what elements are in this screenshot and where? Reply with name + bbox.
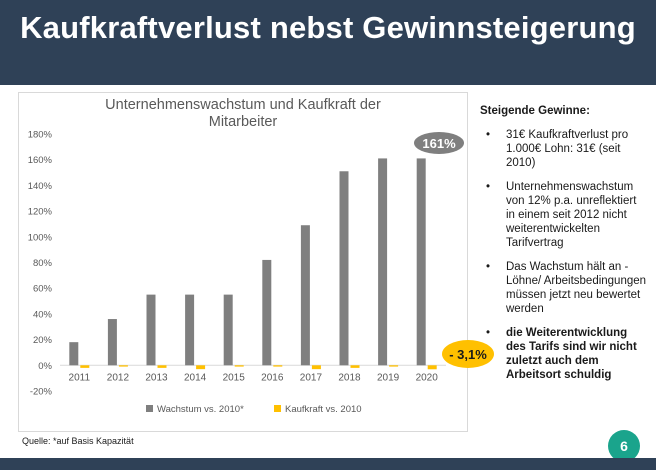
x-tick-label: 2013 xyxy=(145,372,168,383)
x-tick-label: 2018 xyxy=(338,372,361,383)
y-tick-label: 60% xyxy=(33,284,53,295)
x-tick-label: 2011 xyxy=(69,372,91,383)
bar-wachstum xyxy=(185,294,195,366)
legend-label: Kaufkraft vs. 2010 xyxy=(285,404,362,415)
bullet-icon: • xyxy=(486,327,491,339)
legend-swatch xyxy=(146,405,153,412)
x-tick-label: 2015 xyxy=(223,372,246,383)
y-tick-label: 180% xyxy=(28,130,53,141)
badge-161: 161% xyxy=(414,132,464,154)
bar-kaufkraft xyxy=(234,365,244,367)
bullet-text: die Weiterentwicklung des Tarifs sind wi… xyxy=(506,327,637,381)
bar-wachstum xyxy=(69,342,79,366)
chart-panel xyxy=(18,92,468,432)
y-tick-label: 40% xyxy=(33,309,53,320)
bullet-text: Das Wachstum hält an - Löhne/ Arbeitsbed… xyxy=(506,261,647,315)
bar-kaufkraft xyxy=(311,365,321,370)
x-tick-label: 2012 xyxy=(107,372,130,383)
header-band xyxy=(0,0,656,85)
legend-swatch xyxy=(274,405,281,412)
y-tick-label: 100% xyxy=(28,232,53,243)
bullet-text: Unternehmenswachstum von 12% p.a. unrefl… xyxy=(506,181,637,249)
bar-kaufkraft xyxy=(157,365,167,368)
bar-wachstum xyxy=(146,294,156,366)
side-panel: Steigende Gewinne: • 31€ Kaufkraftverlus… xyxy=(480,104,648,392)
bullet-item: • Unternehmenswachstum von 12% p.a. unre… xyxy=(480,180,648,250)
page-number: 6 xyxy=(608,430,640,462)
bar-wachstum xyxy=(223,294,233,366)
bar-wachstum xyxy=(339,171,349,366)
bullet-item: • Das Wachstum hält an - Löhne/ Arbeitsb… xyxy=(480,260,648,316)
bullet-text: 31€ Kaufkraftverlust pro 1.000€ Lohn: 31… xyxy=(506,129,629,169)
x-tick-label: 2014 xyxy=(184,372,207,383)
x-tick-label: 2020 xyxy=(416,372,439,383)
y-tick-label: -20% xyxy=(30,387,53,398)
chart-title-line: Unternehmenswachstum und Kaufkraft der xyxy=(105,97,381,113)
bar-kaufkraft xyxy=(273,365,283,367)
x-tick-label: 2017 xyxy=(300,372,323,383)
y-tick-label: 80% xyxy=(33,258,53,269)
bar-kaufkraft xyxy=(427,365,437,370)
y-tick-label: 160% xyxy=(28,155,53,166)
bar-wachstum xyxy=(416,158,426,366)
bullet-icon: • xyxy=(486,129,491,141)
y-tick-label: 0% xyxy=(38,361,52,372)
bar-kaufkraft xyxy=(118,365,128,367)
bullet-icon: • xyxy=(486,181,491,193)
bullet-icon: • xyxy=(486,261,491,273)
bullet-list: • 31€ Kaufkraftverlust pro 1.000€ Lohn: … xyxy=(480,128,648,382)
side-heading: Steigende Gewinne: xyxy=(480,105,590,117)
y-tick-label: 120% xyxy=(28,207,53,218)
y-tick-label: 140% xyxy=(28,181,53,192)
bar-kaufkraft xyxy=(196,365,206,370)
chart-title-line: Mitarbeiter xyxy=(209,114,278,130)
legend-label: Wachstum vs. 2010* xyxy=(157,404,244,415)
bar-kaufkraft xyxy=(350,365,360,368)
bar-wachstum xyxy=(107,319,117,366)
bar-wachstum xyxy=(262,259,272,366)
source-note: Quelle: *auf Basis Kapazität xyxy=(22,436,134,446)
bullet-item: • 31€ Kaufkraftverlust pro 1.000€ Lohn: … xyxy=(480,128,648,170)
bar-kaufkraft xyxy=(80,365,90,368)
bar-wachstum xyxy=(378,158,388,366)
bullet-item: • die Weiterentwicklung des Tarifs sind … xyxy=(480,326,648,382)
badge-kaufkraft: - 3,1% xyxy=(442,340,494,368)
chart: Unternehmenswachstum und Kaufkraft derMi… xyxy=(28,97,446,415)
slide-title: Kaufkraftverlust nebst Gewinnsteigerung xyxy=(20,10,636,45)
x-tick-label: 2016 xyxy=(261,372,284,383)
bar-kaufkraft xyxy=(389,365,399,367)
y-tick-label: 20% xyxy=(33,335,53,346)
footer-band xyxy=(0,458,656,470)
bar-wachstum xyxy=(300,225,310,366)
x-tick-label: 2019 xyxy=(377,372,400,383)
